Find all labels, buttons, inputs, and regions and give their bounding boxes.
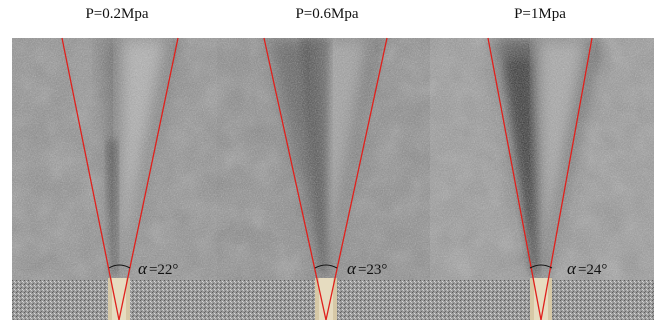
alpha-symbol: α [347,259,356,278]
panel-1-angle-label: α =22° [138,259,178,279]
alpha-symbol: α [567,259,576,278]
panel-3-angle-arc [529,264,553,269]
panel-2-nozzle [315,278,337,320]
panel-1-image [12,38,217,320]
panel-2-angle-arc [314,264,338,269]
panel-2-image [217,38,430,320]
panel-1-pressure-label: P=0.2Mpa [85,6,149,22]
panel-1-angle-arc [108,264,131,269]
panel-2-cone-lines [263,37,388,320]
panel-3-angle-label: α =24° [567,259,607,279]
panel-2-angle-label: α =23° [347,259,387,279]
panel-3-pressure-label: P=1Mpa [514,6,566,22]
panel-1-cone-lines [61,37,179,320]
angle-value: =22° [148,262,179,278]
alpha-symbol: α [138,259,147,278]
panel-2-pressure-label: P=0.6Mpa [295,6,359,22]
panel-3-image [430,38,654,320]
angle-value: =23° [357,262,388,278]
angle-value: =24° [577,262,608,278]
panel-3-cone-lines [487,37,593,320]
panel-3-nozzle [530,278,552,320]
panel-1-nozzle [108,278,130,320]
